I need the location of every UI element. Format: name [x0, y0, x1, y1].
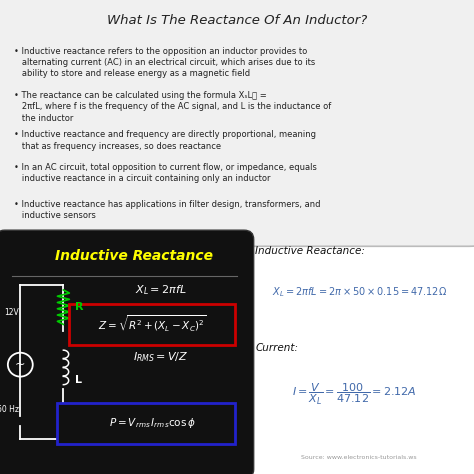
FancyBboxPatch shape [0, 0, 474, 246]
Text: $I_{RMS} = V/Z$: $I_{RMS} = V/Z$ [133, 350, 188, 364]
Text: L: L [75, 374, 82, 384]
Text: 12V: 12V [4, 309, 19, 318]
Text: R: R [75, 302, 84, 312]
Text: $X_L = 2\pi fL = 2\pi\times50\times0.15 = 47.12\Omega$: $X_L = 2\pi fL = 2\pi\times50\times0.15 … [272, 285, 447, 299]
Text: • Inductive reactance has applications in filter design, transformers, and
   in: • Inductive reactance has applications i… [14, 200, 320, 220]
Text: Inductive Reactance: Inductive Reactance [55, 248, 213, 263]
Text: $Z = \sqrt{R^2+(X_L-X_C)^2}$: $Z = \sqrt{R^2+(X_L-X_C)^2}$ [98, 313, 206, 333]
Text: What Is The Reactance Of An Inductor?: What Is The Reactance Of An Inductor? [107, 14, 367, 27]
Text: 60 Hz: 60 Hz [0, 405, 19, 414]
Text: Inductive Reactance:: Inductive Reactance: [255, 246, 365, 256]
Text: Current:: Current: [255, 343, 299, 353]
Text: $X_L = 2\pi fL$: $X_L = 2\pi fL$ [135, 283, 186, 297]
Text: • In an AC circuit, total opposition to current flow, or impedance, equals
   in: • In an AC circuit, total opposition to … [14, 163, 317, 183]
Text: • Inductive reactance refers to the opposition an inductor provides to
   altern: • Inductive reactance refers to the oppo… [14, 46, 315, 78]
Text: • Inductive reactance and frequency are directly proportional, meaning
   that a: • Inductive reactance and frequency are … [14, 130, 316, 151]
Text: ~: ~ [15, 358, 26, 371]
Text: • The reactance can be calculated using the formula XₛL₟ =
   2πfL, where f is t: • The reactance can be calculated using … [14, 91, 331, 123]
FancyBboxPatch shape [57, 402, 235, 444]
FancyBboxPatch shape [0, 230, 254, 474]
Text: Source: www.electronics-tutorials.ws: Source: www.electronics-tutorials.ws [301, 455, 417, 460]
Text: $P = V_{rms}\, I_{rms}\cos\phi$: $P = V_{rms}\, I_{rms}\cos\phi$ [109, 416, 195, 430]
FancyBboxPatch shape [69, 304, 235, 345]
Text: $I = \dfrac{V}{X_L} = \dfrac{100}{47.12} = 2.12A$: $I = \dfrac{V}{X_L} = \dfrac{100}{47.12}… [292, 382, 417, 407]
